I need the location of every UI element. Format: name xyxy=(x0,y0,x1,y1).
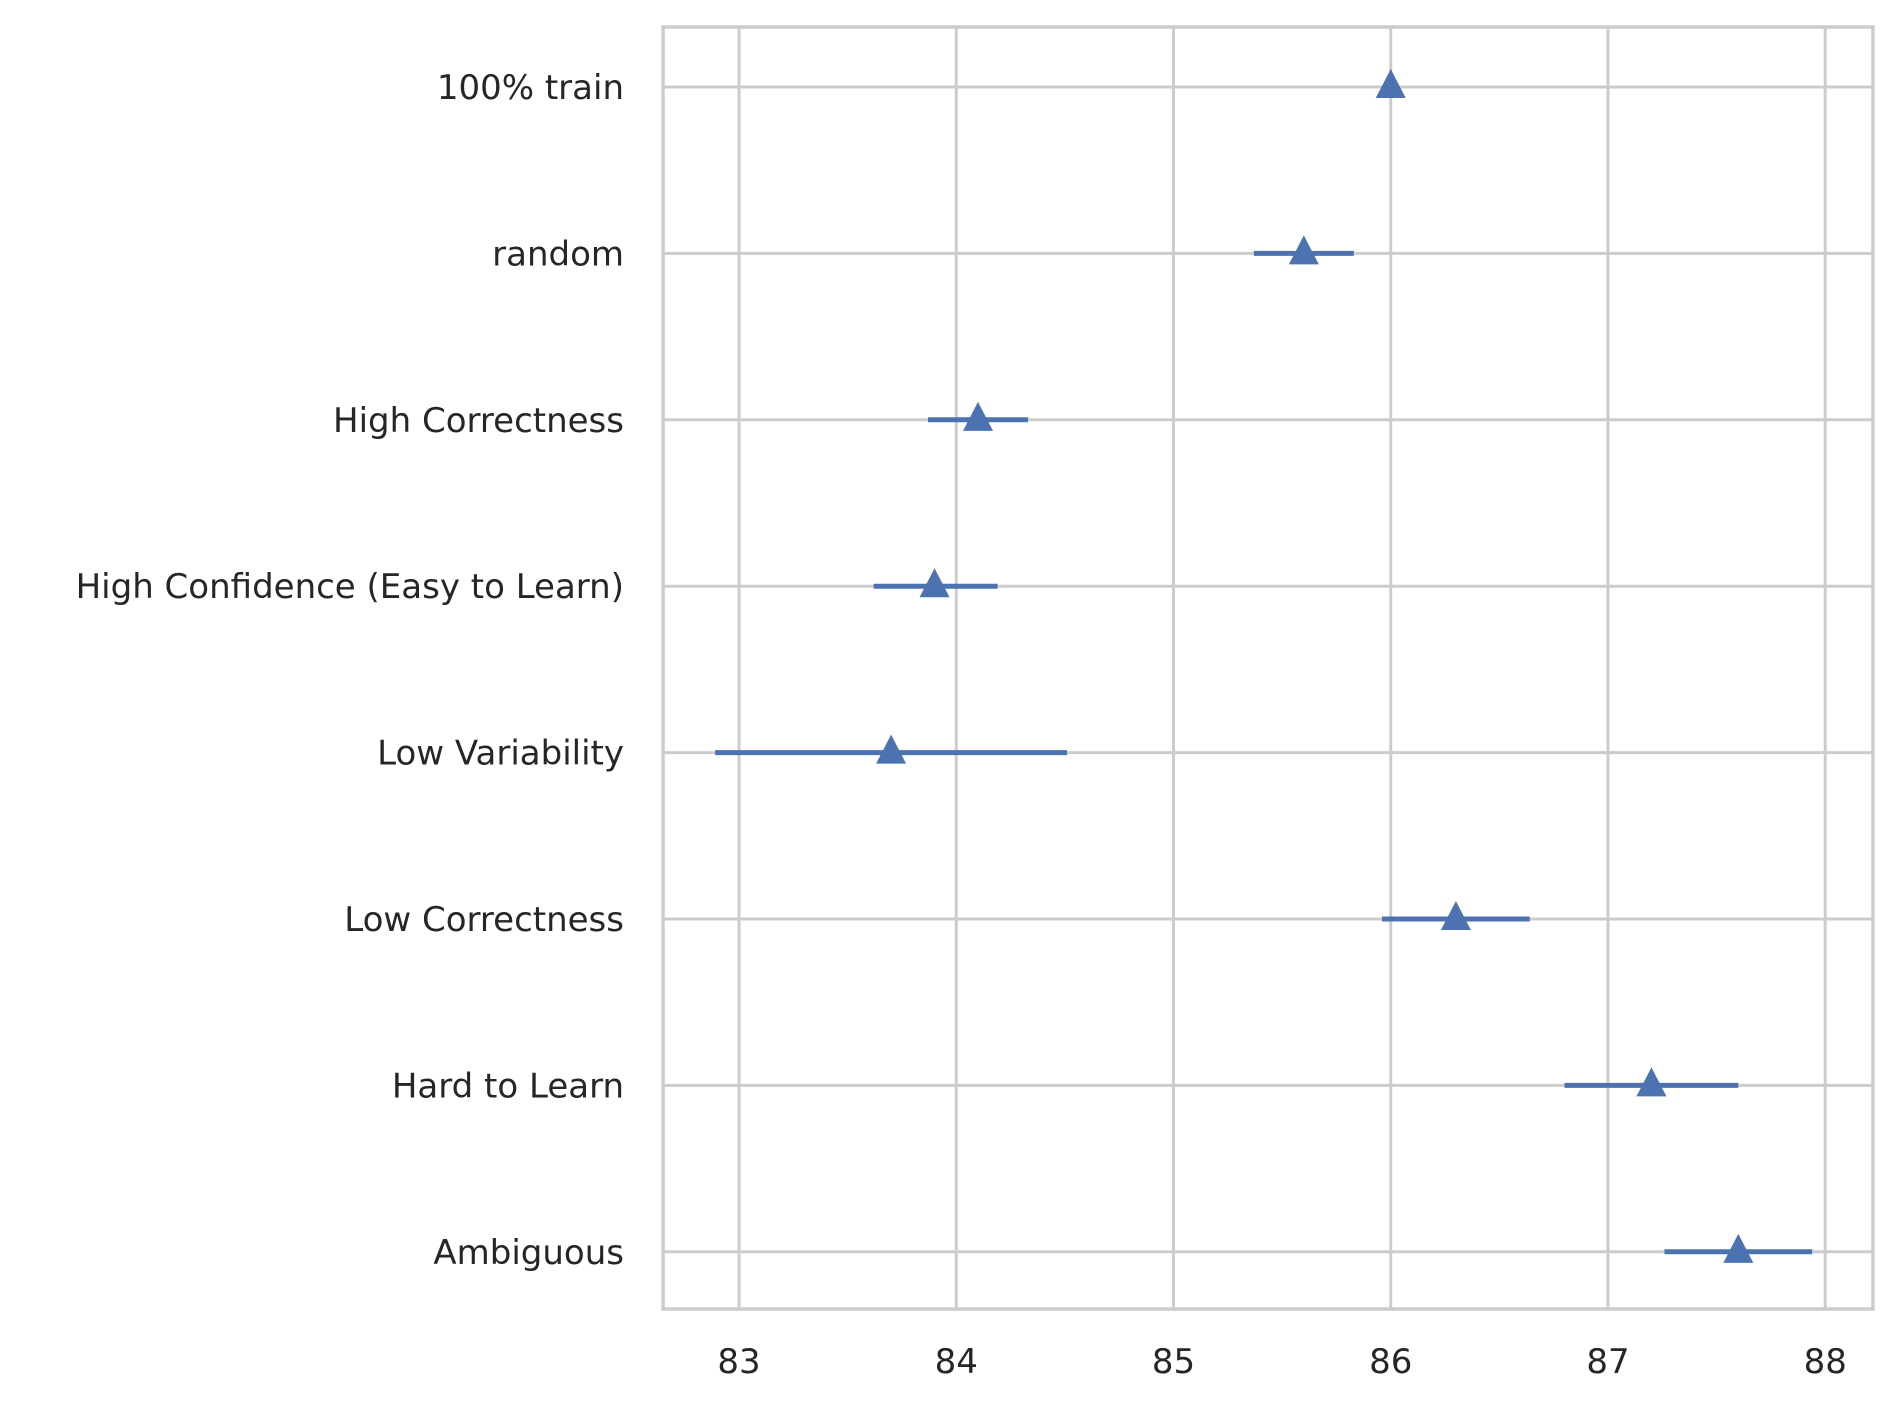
data-points xyxy=(876,69,1754,1263)
x-tick-label: 88 xyxy=(1804,1342,1847,1382)
x-tick-label: 83 xyxy=(717,1342,760,1382)
grid-layer xyxy=(663,27,1873,1309)
y-tick-labels: 100% train random High Correctness High Con… xyxy=(76,68,624,1273)
data-point-triangle xyxy=(1375,69,1406,99)
axes-frame xyxy=(661,25,1875,1311)
data-point-triangle xyxy=(1440,901,1471,931)
x-tick-label: 87 xyxy=(1586,1342,1629,1382)
y-tick-label: 100% train xyxy=(437,68,624,108)
data-point-triangle xyxy=(1636,1067,1667,1097)
y-tick-label: High Confidence (Easy to Learn) xyxy=(76,567,624,607)
x-tick-label: 84 xyxy=(935,1342,978,1382)
x-tick-label: 85 xyxy=(1152,1342,1195,1382)
y-tick-label: Low Variability xyxy=(377,734,624,774)
data-point-triangle xyxy=(919,568,950,598)
y-tick-label: Ambiguous xyxy=(433,1233,624,1273)
y-tick-label: Low Correctness xyxy=(344,900,624,940)
data-point-triangle xyxy=(962,401,993,431)
y-tick-label: Hard to Learn xyxy=(392,1066,624,1106)
y-tick-label: random xyxy=(492,234,624,274)
axes-border xyxy=(661,25,1875,1311)
x-tick-labels: 83 84 85 86 87 88 xyxy=(717,1342,1846,1382)
data-point-triangle xyxy=(1723,1233,1754,1263)
data-point-triangle xyxy=(876,734,907,764)
x-tick-label: 86 xyxy=(1369,1342,1412,1382)
y-tick-label: High Correctness xyxy=(333,401,624,441)
data-point-triangle xyxy=(1288,235,1319,265)
